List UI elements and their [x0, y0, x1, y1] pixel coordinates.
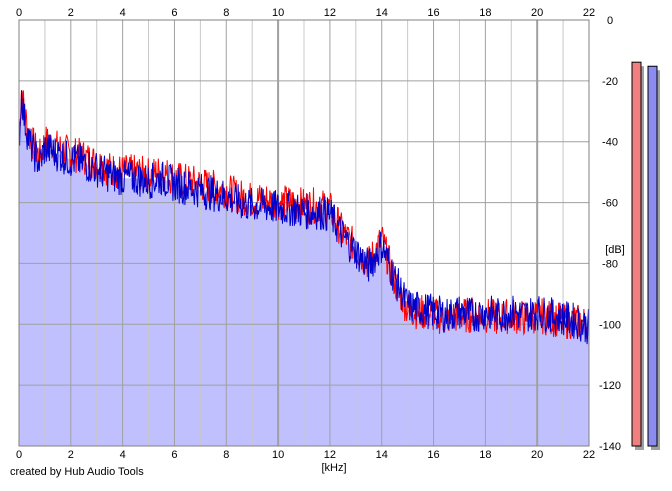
x-tick-label-bottom: 0 — [16, 449, 22, 461]
x-tick-label-top: 14 — [376, 7, 388, 19]
level-meter-right — [647, 65, 658, 447]
x-tick-label-bottom: 22 — [583, 449, 595, 461]
y-tick-label: -60 — [602, 198, 618, 210]
y-tick-label: -140 — [599, 441, 621, 453]
x-tick-label-bottom: 10 — [272, 449, 284, 461]
x-tick-label-top: 20 — [531, 7, 543, 19]
y-tick-label: -20 — [602, 76, 618, 88]
y-tick-label: -100 — [599, 319, 621, 331]
x-tick-label-bottom: 16 — [427, 449, 439, 461]
x-tick-label-top: 12 — [324, 7, 336, 19]
x-tick-label-top: 16 — [427, 7, 439, 19]
x-tick-label-bottom: 4 — [120, 449, 126, 461]
x-tick-label-bottom: 2 — [68, 449, 74, 461]
x-tick-label-bottom: 14 — [376, 449, 388, 461]
y-tick-label: -40 — [602, 137, 618, 149]
x-tick-label-bottom: 12 — [324, 449, 336, 461]
plot-border — [18, 19, 590, 447]
level-meter-left — [631, 61, 642, 447]
x-tick-label-top: 10 — [272, 7, 284, 19]
y-tick-label: -120 — [599, 380, 621, 392]
x-tick-label-bottom: 18 — [479, 449, 491, 461]
x-tick-label-top: 18 — [479, 7, 491, 19]
x-axis-label: [kHz] — [321, 462, 346, 474]
x-tick-label-top: 0 — [16, 7, 22, 19]
x-tick-label-top: 22 — [583, 7, 595, 19]
x-tick-label-bottom: 6 — [171, 449, 177, 461]
y-tick-label: 0 — [607, 15, 613, 27]
x-tick-label-top: 2 — [68, 7, 74, 19]
x-tick-label-top: 4 — [120, 7, 126, 19]
y-axis-label: [dB] — [605, 244, 625, 256]
credit-text: created by Hub Audio Tools — [10, 466, 144, 478]
x-tick-label-top: 8 — [223, 7, 229, 19]
x-tick-label-top: 6 — [171, 7, 177, 19]
x-tick-label-bottom: 8 — [223, 449, 229, 461]
y-tick-label: -80 — [602, 258, 618, 270]
x-tick-label-bottom: 20 — [531, 449, 543, 461]
series-line-1 — [18, 90, 590, 345]
